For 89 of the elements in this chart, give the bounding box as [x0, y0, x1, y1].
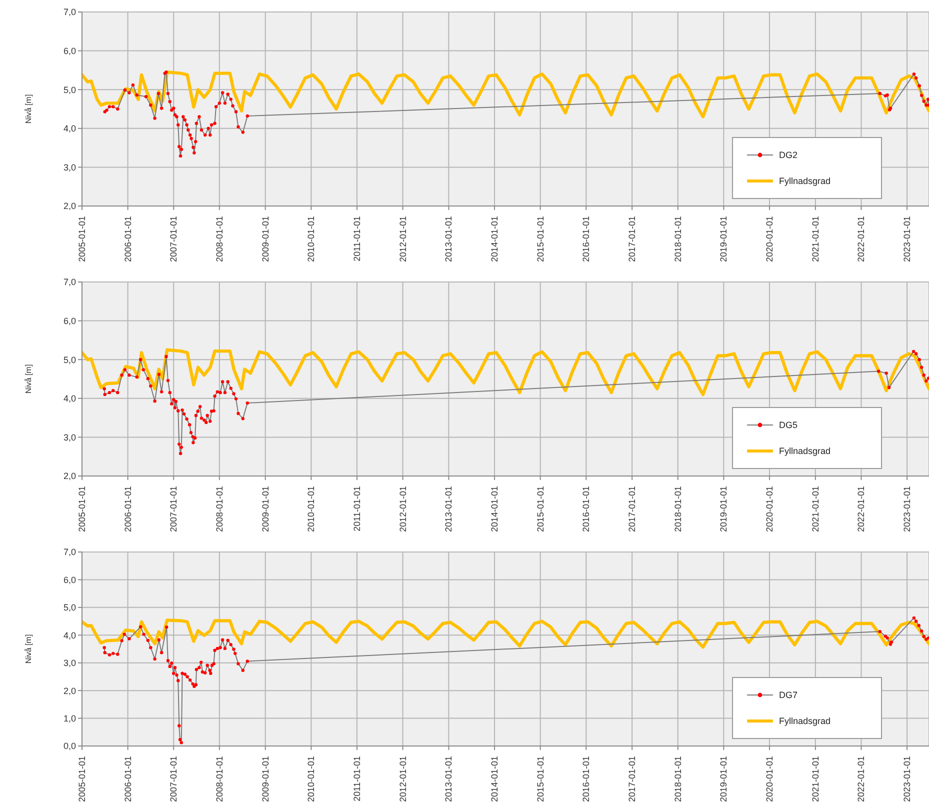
x-tick-label: 2012-01-01	[398, 756, 408, 802]
x-tick-label: 2009-01-01	[260, 756, 270, 802]
x-tick-label: 2014-01-01	[490, 216, 500, 262]
x-tick-label: 2021-01-01	[810, 486, 820, 532]
y-axis-title: Nivå [m]	[24, 634, 33, 664]
x-tick-label: 2018-01-01	[672, 216, 683, 262]
x-tick-label: 2006-01-01	[122, 756, 133, 802]
y-tick-label: 7,0	[63, 7, 76, 18]
legend-label: DG2	[779, 150, 798, 160]
y-tick-label: 6,0	[63, 46, 76, 56]
x-tick-label: 2007-01-01	[168, 756, 179, 802]
x-tick-label: 2016-01-01	[581, 486, 592, 532]
line-series	[82, 70, 929, 118]
x-tick-label: 2007-01-01	[168, 486, 179, 532]
x-tick-label: 2023-01-01	[902, 216, 912, 262]
x-tick-label: 2013-01-01	[444, 756, 454, 802]
y-tick-label: 2,0	[63, 201, 76, 212]
x-tick-label: 2010-01-01	[306, 216, 316, 262]
y-tick-label: 0,0	[63, 741, 76, 752]
x-tick-label: 2005-01-01	[77, 216, 87, 262]
y-tick-label: 7,0	[63, 277, 76, 288]
y-tick-label: 6,0	[63, 574, 76, 585]
x-tick-label: 2007-01-01	[168, 216, 179, 262]
x-tick-label: 2009-01-01	[260, 216, 270, 262]
x-tick-label: 2020-01-01	[764, 486, 774, 532]
y-tick-label: 2,0	[63, 686, 76, 696]
x-tick-label: 2021-01-01	[810, 216, 820, 262]
x-tick-label: 2017-01-01	[627, 756, 638, 802]
x-tick-label: 2015-01-01	[535, 756, 546, 802]
x-tick-label: 2012-01-01	[398, 486, 408, 532]
x-tick-label: 2009-01-01	[260, 486, 270, 532]
x-tick-label: 2013-01-01	[444, 216, 454, 262]
x-tick-label: 2016-01-01	[581, 756, 592, 802]
x-tick-label: 2022-01-01	[856, 756, 866, 802]
x-tick-label: 2010-01-01	[306, 756, 316, 802]
x-tick-label: 2022-01-01	[856, 216, 866, 262]
x-tick-label: 2005-01-01	[77, 486, 87, 532]
y-tick-label: 5,0	[63, 602, 76, 613]
y-tick-label: 4,0	[63, 124, 76, 134]
x-tick-label: 2011-01-01	[352, 216, 362, 262]
x-tick-label: 2022-01-01	[856, 486, 866, 532]
y-tick-label: 3,0	[63, 432, 76, 442]
legend-label: DG5	[779, 420, 798, 430]
x-tick-label: 2010-01-01	[306, 486, 316, 532]
legend-label: Fyllnadsgrad	[779, 176, 831, 186]
y-tick-label: 5,0	[63, 354, 76, 365]
x-tick-label: 2015-01-01	[535, 216, 546, 262]
x-tick-label: 2008-01-01	[214, 216, 224, 262]
x-tick-label: 2006-01-01	[122, 486, 133, 532]
x-tick-label: 2006-01-01	[122, 216, 133, 262]
x-tick-label: 2019-01-01	[718, 756, 729, 802]
line-series	[82, 348, 929, 396]
line-series	[82, 618, 929, 649]
y-tick-label: 5,0	[63, 84, 76, 95]
x-tick-label: 2008-01-01	[214, 486, 224, 532]
y-tick-label: 1,0	[63, 713, 76, 724]
y-axis-title: Nivå [m]	[24, 364, 33, 394]
y-axis-title: Nivå [m]	[24, 94, 33, 124]
x-tick-label: 2011-01-01	[352, 486, 362, 532]
x-tick-label: 2021-01-01	[810, 756, 820, 802]
x-tick-label: 2018-01-01	[672, 486, 683, 532]
x-tick-label: 2016-01-01	[581, 216, 592, 262]
legend-label: DG7	[779, 690, 798, 700]
x-tick-label: 2012-01-01	[398, 216, 408, 262]
legend-label: Fyllnadsgrad	[779, 716, 831, 726]
x-tick-label: 2020-01-01	[764, 756, 774, 802]
x-tick-label: 2017-01-01	[627, 216, 638, 262]
x-tick-label: 2023-01-01	[902, 486, 912, 532]
y-tick-label: 6,0	[63, 316, 76, 326]
x-tick-label: 2005-01-01	[77, 756, 87, 802]
x-tick-label: 2018-01-01	[672, 756, 683, 802]
x-tick-label: 2008-01-01	[214, 756, 224, 802]
y-tick-label: 4,0	[63, 630, 76, 640]
x-tick-label: 2023-01-01	[902, 756, 912, 802]
y-tick-label: 3,0	[63, 162, 76, 172]
x-tick-label: 2011-01-01	[352, 756, 362, 802]
x-tick-label: 2020-01-01	[764, 216, 774, 262]
x-tick-label: 2014-01-01	[490, 756, 500, 802]
y-tick-label: 7,0	[63, 547, 76, 558]
x-tick-label: 2017-01-01	[627, 486, 638, 532]
legend-label: Fyllnadsgrad	[779, 446, 831, 456]
x-tick-label: 2015-01-01	[535, 486, 546, 532]
y-tick-label: 4,0	[63, 394, 76, 404]
x-tick-label: 2013-01-01	[444, 486, 454, 532]
y-tick-label: 2,0	[63, 471, 76, 482]
y-tick-label: 3,0	[63, 658, 76, 668]
x-tick-label: 2014-01-01	[490, 486, 500, 532]
x-tick-label: 2019-01-01	[718, 216, 729, 262]
x-tick-label: 2019-01-01	[718, 486, 729, 532]
